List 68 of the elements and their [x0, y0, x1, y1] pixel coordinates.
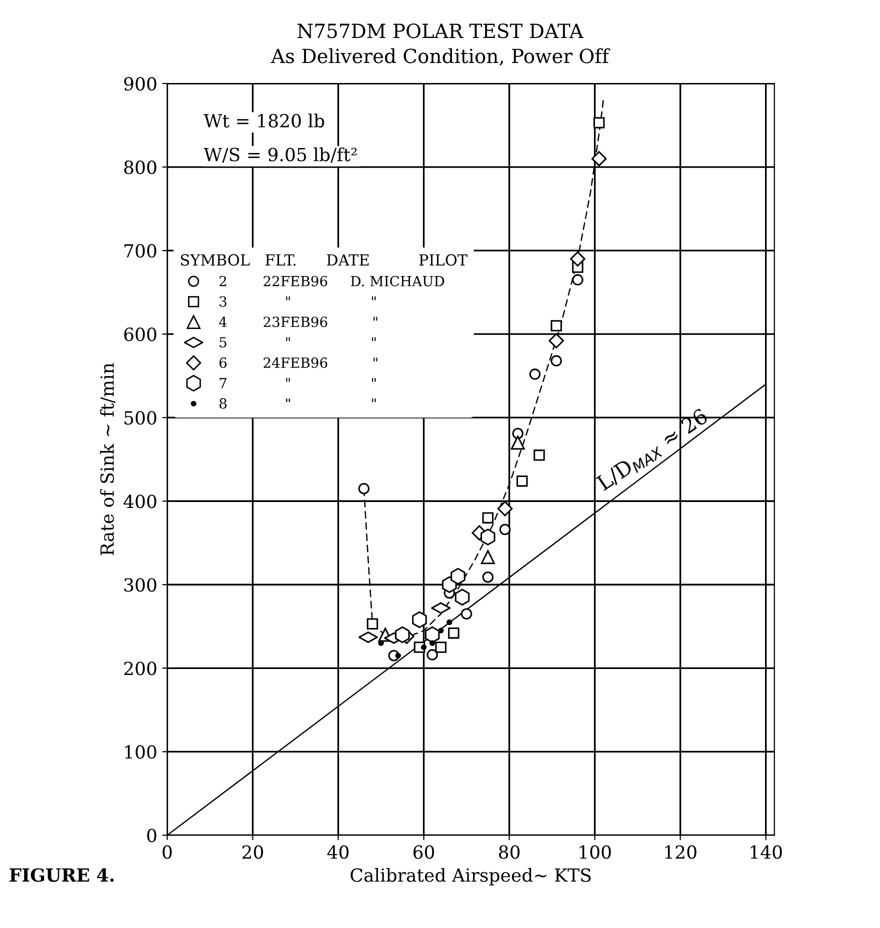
y-tick-label: 600: [124, 328, 156, 342]
point: [482, 512, 494, 524]
point: [395, 626, 410, 644]
point: [548, 333, 564, 348]
point: [534, 450, 545, 461]
y-axis-title: Rate of Sink ~ ft/min: [100, 363, 116, 556]
legend-label: 3 " ": [220, 296, 376, 307]
point: [420, 644, 427, 650]
point: [450, 568, 466, 585]
point: [378, 640, 384, 646]
point: [454, 588, 470, 606]
point: [570, 251, 586, 267]
x-tick-label: 140: [750, 845, 782, 859]
point: [412, 611, 427, 628]
legend-label: 4 23FEB96 ": [219, 316, 378, 328]
point: [480, 550, 495, 564]
point: [426, 649, 438, 660]
x-tick-label: 40: [327, 845, 349, 859]
point: [593, 117, 605, 128]
annotation: W/S = 9.05 lb/ft²: [204, 147, 357, 163]
point: [516, 475, 528, 487]
point: [572, 274, 584, 286]
point: [482, 572, 494, 583]
y-tick-label: 300: [124, 578, 156, 592]
y-tick-label: 100: [125, 745, 156, 759]
point: [499, 524, 511, 536]
legend-label: 7 " ": [220, 378, 376, 388]
point: [429, 640, 436, 646]
x-tick-label: 20: [242, 845, 264, 859]
caption: FIGURE 4.: [10, 868, 114, 882]
point: [395, 652, 401, 658]
legend-title: SYMBOL FLT. DATE PILOT: [180, 254, 468, 266]
annotation: Wt = 1820 lb: [204, 114, 324, 128]
y-tick-label: 900: [124, 76, 156, 91]
point: [550, 355, 562, 366]
legend-label: 8 " ": [220, 398, 376, 409]
x-tick-label: 0: [162, 845, 172, 859]
x-tick-label: 80: [499, 845, 520, 859]
point: [438, 628, 444, 634]
point: [435, 642, 446, 653]
x-tick-label: 100: [580, 845, 611, 859]
point: [529, 368, 541, 380]
point: [480, 528, 496, 546]
chart-title: N757DM POLAR TEST DATA: [298, 24, 584, 38]
point: [424, 626, 440, 644]
point: [510, 436, 525, 450]
y-tick-label: 400: [124, 494, 156, 508]
legend-label: 5 " ": [220, 337, 376, 348]
point: [497, 501, 513, 516]
point: [448, 627, 460, 639]
y-tick-label: 700: [124, 244, 156, 258]
y-tick-label: 200: [124, 662, 156, 676]
point: [550, 320, 562, 332]
legend-label: 6 24FEB96 ": [220, 357, 378, 368]
point: [358, 482, 370, 494]
chart-subtitle: As Delivered Condition, Power Off: [270, 48, 610, 66]
x-axis-title: Calibrated Airspeed~ KTS: [350, 868, 591, 886]
y-tick-label: 800: [124, 160, 156, 174]
y-tick-label: 500: [124, 411, 156, 425]
x-tick-label: 120: [665, 845, 696, 859]
point: [446, 619, 452, 626]
point: [366, 618, 378, 630]
y-tick-label: 0: [147, 828, 156, 842]
x-tick-label: 60: [413, 845, 434, 859]
legend-label: 2 22FEB96 D. MICHAUD: [220, 276, 444, 286]
point: [512, 428, 524, 440]
point: [591, 151, 607, 166]
point: [460, 608, 472, 620]
